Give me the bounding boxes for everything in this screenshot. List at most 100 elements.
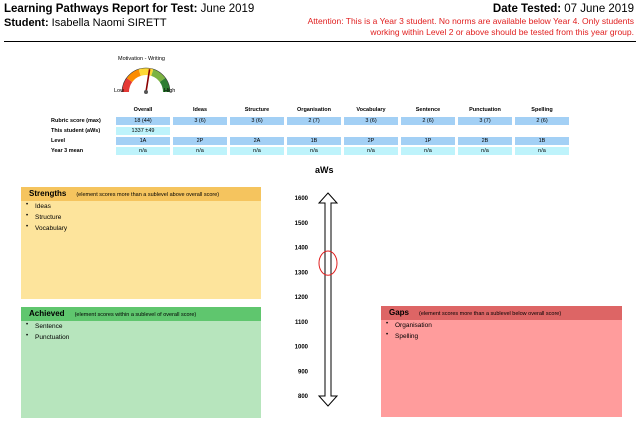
- gauge-outline: [121, 67, 171, 93]
- rubric-cell: [458, 127, 512, 135]
- attention-notice: Attention: This is a Year 3 student. No …: [307, 16, 634, 37]
- rubric-cell: 2 (6): [515, 117, 569, 125]
- rubric-cell: n/a: [401, 147, 455, 155]
- rubric-cell: n/a: [344, 147, 398, 155]
- scale-tick-label: 800: [298, 394, 309, 400]
- rubric-cell: 1P: [401, 137, 455, 145]
- rubric-cell: [287, 127, 341, 135]
- scale-tick-label: 1600: [295, 196, 309, 202]
- motivation-gauge: [121, 67, 171, 94]
- rubric-cell: n/a: [230, 147, 284, 155]
- gaps-header: Gaps (element scores more than a sublevel…: [381, 306, 622, 320]
- gauge-hub: [144, 90, 148, 94]
- list-item: Vocabulary: [26, 222, 261, 234]
- rubric-cell: 3 (6): [230, 117, 284, 125]
- date-value: 07 June 2019: [561, 3, 634, 15]
- rubric-row: Level 1A 2P 2A 1B 2P 1P 2B 1B: [51, 137, 569, 145]
- rubric-cell: 2P: [344, 137, 398, 145]
- rubric-table: Overall Ideas Structure Organisation Vocabul…: [48, 103, 572, 157]
- strengths-title: Strengths: [29, 189, 67, 198]
- gauge-needle: [145, 69, 151, 93]
- row-label: This student (aWs): [51, 128, 101, 134]
- column-header: Overall: [133, 107, 153, 113]
- student-line: Student: Isabella Naomi SIRETT: [4, 17, 167, 29]
- rubric-cell: 2 (7): [287, 117, 341, 125]
- rubric-cell: [344, 127, 398, 135]
- achieved-subtitle: (element scores within a sublevel of ove…: [74, 312, 197, 318]
- gauge-low-label: Low: [114, 88, 125, 94]
- rubric-cell: 3 (6): [344, 117, 398, 125]
- strengths-subtitle: (element scores more than a sublevel abo…: [76, 192, 220, 198]
- gauge-segment: [138, 68, 154, 76]
- rubric-cell: 1A: [116, 137, 170, 145]
- rubric-cell: 1337 ±49: [116, 127, 170, 135]
- rubric-cell: 3 (6): [173, 117, 227, 125]
- strengths-list: IdeasStructureVocabulary: [21, 200, 261, 234]
- rubric-cell: 2 (6): [401, 117, 455, 125]
- column-header: Organisation: [297, 107, 331, 113]
- rubric-cell: n/a: [515, 147, 569, 155]
- list-item: Ideas: [26, 200, 261, 212]
- rubric-cell: 1B: [287, 137, 341, 145]
- rubric-cell: 18 (44): [116, 117, 170, 125]
- list-item: Structure: [26, 211, 261, 223]
- rubric-cell: [515, 127, 569, 135]
- strengths-panel: Strengths (element scores more than a sub…: [21, 187, 261, 299]
- list-item: Spelling: [386, 330, 622, 342]
- rubric-cell: n/a: [116, 147, 170, 155]
- rubric-cell: 2B: [458, 137, 512, 145]
- rubric-corner: [51, 105, 113, 115]
- student-score-marker: [318, 250, 338, 276]
- rubric-cell: [401, 127, 455, 135]
- scale-tick-label: 900: [298, 369, 309, 375]
- scale-tick-label: 1300: [295, 270, 309, 276]
- column-header: Structure: [244, 107, 270, 113]
- report-title: Learning Pathways Report for Test: June …: [4, 3, 254, 15]
- achieved-title: Achieved: [29, 309, 65, 318]
- aws-scale: 1600 1500 1400 1300 1200 1100 1000 900 800: [295, 192, 339, 407]
- date-label: Date Tested:: [492, 3, 562, 15]
- column-header: Spelling: [531, 107, 553, 113]
- gauge-segment: [151, 69, 166, 83]
- rubric-row: Year 3 mean n/a n/a n/a n/a n/a n/a n/a n/a: [51, 147, 569, 155]
- strengths-header: Strengths (element scores more than a sub…: [21, 187, 261, 201]
- list-item: Organisation: [386, 319, 622, 331]
- report-title-prefix: Learning Pathways Report for Test:: [4, 3, 198, 15]
- row-label: Rubric score (max): [51, 118, 101, 124]
- rubric-cell: n/a: [173, 147, 227, 155]
- scale-tick-label: 1000: [295, 345, 309, 351]
- list-item: Punctuation: [26, 331, 261, 343]
- rubric-cell: 2P: [173, 137, 227, 145]
- rubric-cell: n/a: [458, 147, 512, 155]
- column-header: Punctuation: [469, 107, 501, 113]
- student-label: Student:: [4, 17, 49, 29]
- gaps-title: Gaps: [389, 308, 410, 317]
- achieved-header: Achieved (element scores within a subleve…: [21, 307, 261, 321]
- scale-tick-label: 1500: [295, 221, 309, 227]
- column-header: Sentence: [415, 107, 441, 113]
- gauge-high-label: High: [164, 88, 176, 94]
- date-tested: Date Tested: 07 June 2019: [493, 3, 634, 15]
- rubric-cell: n/a: [287, 147, 341, 155]
- rubric-row: Rubric score (max) 18 (44) 3 (6) 3 (6) 2 (7)…: [51, 117, 569, 125]
- gauge-title: Motivation - Writing: [118, 56, 165, 62]
- rubric-cell: 1B: [515, 137, 569, 145]
- scale-double-arrow: [317, 192, 339, 407]
- rubric-header-row: Overall Ideas Structure Organisation Vocabul…: [51, 105, 569, 115]
- student-name: Isabella Naomi SIRETT: [48, 17, 167, 29]
- column-header: Ideas: [192, 107, 208, 113]
- rubric-cell: 2A: [230, 137, 284, 145]
- scale-tick-label: 1100: [295, 320, 309, 326]
- column-header: Vocabulary: [356, 107, 386, 113]
- rubric-cell: 3 (7): [458, 117, 512, 125]
- header-divider: [4, 41, 636, 42]
- rubric-cell: [230, 127, 284, 135]
- gaps-panel: Gaps (element scores more than a sublevel…: [381, 306, 622, 417]
- row-label: Level: [51, 138, 66, 144]
- achieved-panel: Achieved (element scores within a subleve…: [21, 307, 261, 418]
- scale-tick-label: 1200: [295, 295, 309, 301]
- gaps-subtitle: (element scores more than a sublevel bel…: [419, 311, 562, 317]
- rubric-row: This student (aWs) 1337 ±49: [51, 127, 569, 135]
- gaps-list: OrganisationSpelling: [381, 319, 622, 342]
